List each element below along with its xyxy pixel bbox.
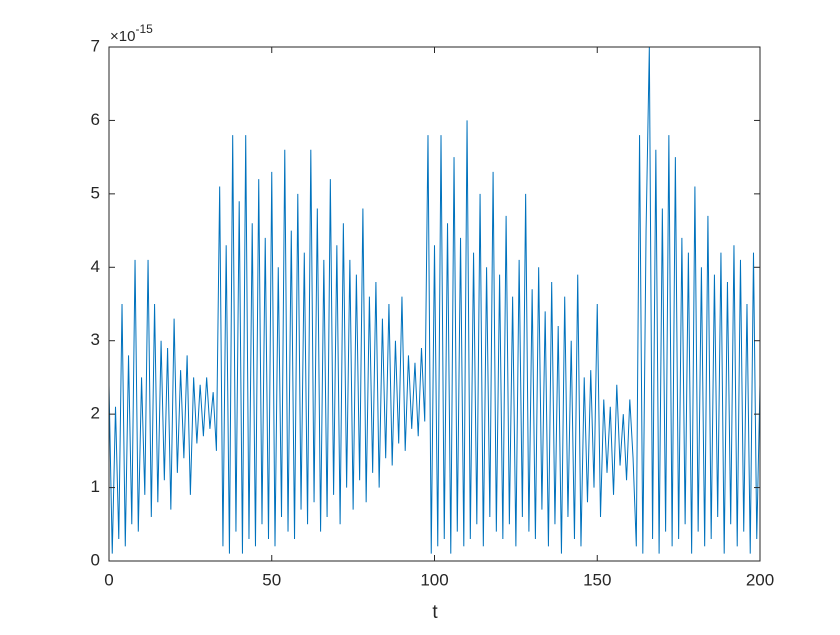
y-tick-label: 6: [91, 110, 100, 129]
data-line: [108, 46, 761, 554]
x-axis-label: t: [432, 602, 438, 623]
x-tick-label: 150: [583, 570, 611, 589]
x-tick-label: 100: [420, 570, 448, 589]
y-multiplier: ×10-15: [110, 22, 153, 45]
x-tick-label: 50: [262, 570, 281, 589]
y-multiplier-base: ×10: [110, 28, 135, 45]
x-tick-label: 0: [104, 570, 113, 589]
y-tick-label: 7: [91, 36, 100, 55]
y-tick-label: 1: [91, 477, 100, 496]
y-tick-label: 0: [91, 550, 100, 569]
y-multiplier-exponent: -15: [135, 22, 153, 36]
y-tick-label: 3: [91, 330, 100, 349]
y-tick-label: 4: [91, 257, 100, 276]
x-tick-label: 200: [746, 570, 774, 589]
y-tick-label: 5: [91, 183, 100, 202]
y-tick-label: 2: [91, 404, 100, 423]
